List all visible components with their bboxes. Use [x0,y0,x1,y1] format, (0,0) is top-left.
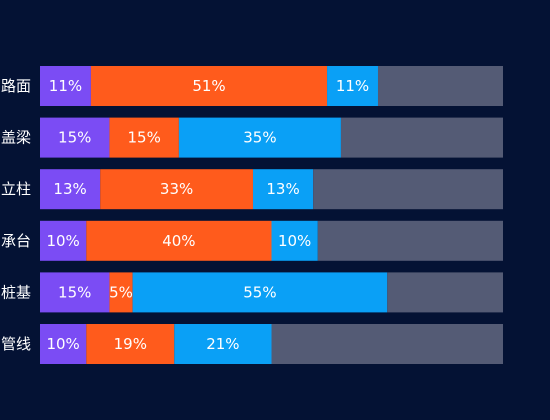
bar-segment [40,169,101,210]
data-label: 51% [192,77,225,95]
data-label: 40% [162,232,195,250]
category-label: 承台 [1,232,31,250]
data-label: 10% [46,335,79,353]
data-label: 13% [266,180,299,198]
data-label: 11% [336,77,369,95]
bar-segment [40,220,87,261]
bar-segment [132,272,388,313]
data-label: 35% [243,129,276,147]
data-label: 33% [160,180,193,198]
data-label: 13% [53,180,86,198]
bar-segment [86,324,175,364]
bar-segment [327,66,378,106]
category-label: 管线 [1,335,31,353]
bar-segment [387,272,503,313]
category-label: 盖梁 [1,129,31,147]
data-label: 10% [278,232,311,250]
bar-segment [377,66,503,106]
bar-segment [90,66,328,106]
data-label: 15% [58,129,91,147]
bar-segment [313,169,503,210]
data-label: 21% [206,335,239,353]
bar-segment [174,324,272,364]
data-label: 19% [114,335,147,353]
data-label: 11% [49,77,82,95]
bar-segment [109,117,179,158]
bar-segment [317,220,503,261]
bar-segment [40,117,110,158]
bar-segment [252,169,314,210]
bar-segment [271,324,503,364]
data-label: 15% [128,129,161,147]
data-label: 55% [243,283,276,301]
bar-segment [40,66,91,106]
bar-segment [100,169,253,210]
category-label: 立柱 [1,180,31,198]
bar-segment [178,117,341,158]
category-label: 路面 [1,77,31,95]
bar-segment [109,272,133,313]
category-label: 桩基 [1,283,31,301]
bar-segment [40,324,87,364]
data-label: 5% [109,283,133,301]
data-label: 10% [46,232,79,250]
bar-area: 11% 51% 11% 15% 15% 35% 13% 33% 13% 10% 40% 10% 15% 5… [40,66,503,364]
data-label: 15% [58,283,91,301]
bar-segment [340,117,503,158]
bar-segment [86,220,272,261]
bar-segment [271,220,318,261]
bar-segment [40,272,110,313]
